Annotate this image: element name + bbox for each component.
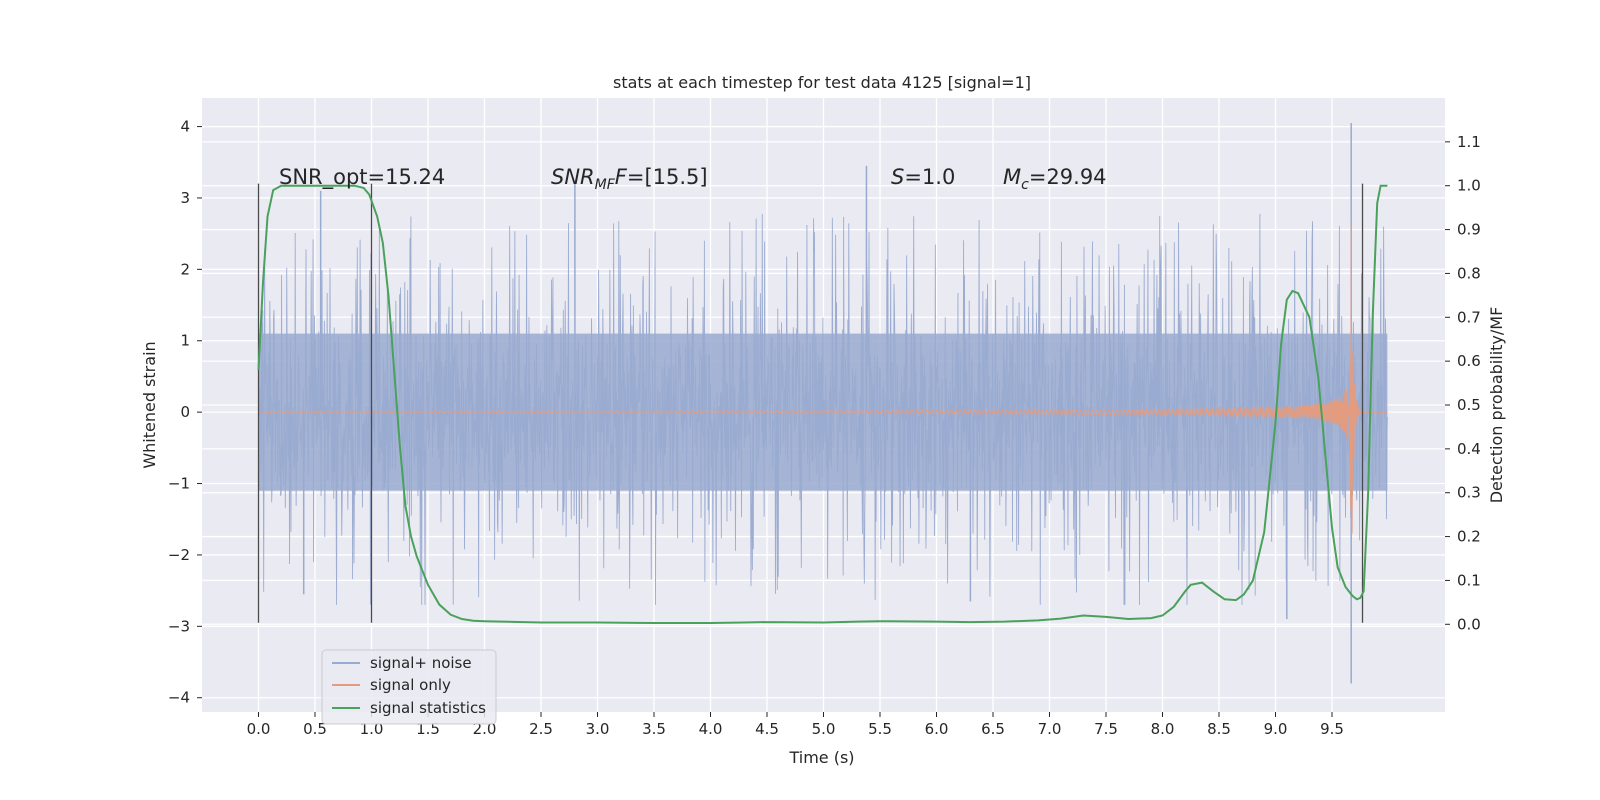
annotation-mc-sub: c bbox=[1021, 177, 1029, 193]
legend-label-signal-noise: signal+ noise bbox=[370, 654, 472, 672]
x-axis-label: Time (s) bbox=[788, 748, 854, 767]
y2-axis-label: Detection probability/MF bbox=[1487, 307, 1506, 504]
x-tick-label: 4.0 bbox=[699, 720, 723, 738]
x-tick-label: 8.5 bbox=[1207, 720, 1231, 738]
annotation-mc-suffix: =29.94 bbox=[1029, 165, 1107, 189]
x-tick-label: 0.5 bbox=[303, 720, 327, 738]
x-tick-label: 5.5 bbox=[868, 720, 892, 738]
y2-tick-label: 0.7 bbox=[1457, 308, 1481, 326]
legend: signal+ noise signal only signal statist… bbox=[321, 649, 497, 725]
vertical-markers bbox=[257, 183, 1364, 623]
y2-tick-label: 0.2 bbox=[1457, 528, 1481, 546]
y2-tick-label: 0.3 bbox=[1457, 484, 1481, 502]
x-tick-label: 7.5 bbox=[1094, 720, 1118, 738]
annotation-mc-prefix: M bbox=[1003, 165, 1021, 189]
axis-ticks: 0.0 0.5 1.0 1.5 2.0 2.5 3.0 3.5 4.0 4.5 5.0 5.5 6.0 6… bbox=[168, 118, 1481, 738]
x-tick-label: 4.5 bbox=[755, 720, 779, 738]
y-tick-label: 3 bbox=[180, 189, 190, 207]
annotation-snr-mf-prefix: SNR bbox=[551, 165, 595, 189]
x-tick-label: 0.0 bbox=[247, 720, 271, 738]
chart-title: stats at each timestep for test data 412… bbox=[613, 73, 1031, 92]
x-tick-label: 2.5 bbox=[529, 720, 553, 738]
y2-tick-label: 0.5 bbox=[1457, 396, 1481, 414]
legend-label-signal-statistics: signal statistics bbox=[370, 699, 486, 717]
y-tick-label: −1 bbox=[168, 475, 190, 493]
statistics-line bbox=[257, 184, 1388, 624]
annotation-snr-mf-sub: MF bbox=[595, 177, 616, 193]
y-axis-label: Whitened strain bbox=[140, 341, 159, 468]
y-tick-label: 1 bbox=[180, 332, 190, 350]
y2-tick-label: 0.0 bbox=[1457, 615, 1481, 633]
x-tick-label: 3.0 bbox=[586, 720, 610, 738]
x-tick-label: 7.0 bbox=[1038, 720, 1062, 738]
x-tick-label: 3.5 bbox=[642, 720, 666, 738]
annotation-snr-mf-suffix: =[15.5] bbox=[627, 165, 708, 189]
y2-tick-label: 0.9 bbox=[1457, 221, 1481, 239]
y-tick-label: −2 bbox=[168, 546, 190, 564]
y-tick-label: −3 bbox=[168, 617, 190, 635]
y-tick-label: 4 bbox=[180, 118, 190, 136]
annotation-s: S=1.0 bbox=[891, 165, 955, 189]
x-tick-label: 9.0 bbox=[1264, 720, 1288, 738]
chirp-trace bbox=[258, 221, 1388, 534]
series-signal-statistics bbox=[257, 184, 1388, 624]
annotation-mc: Mc=29.94 bbox=[1003, 165, 1107, 193]
annotation-s-prefix: S bbox=[891, 165, 904, 189]
x-tick-label: 6.0 bbox=[925, 720, 949, 738]
y2-tick-label: 0.1 bbox=[1457, 571, 1481, 589]
legend-label-signal-only: signal only bbox=[370, 676, 451, 694]
annotation-snr-mf: SNRMFF=[15.5] bbox=[551, 165, 708, 193]
annotation-s-suffix: =1.0 bbox=[904, 165, 955, 189]
y-tick-label: 2 bbox=[180, 260, 190, 278]
x-tick-label: 5.0 bbox=[812, 720, 836, 738]
y2-tick-label: 0.8 bbox=[1457, 264, 1481, 282]
y2-tick-label: 1.0 bbox=[1457, 177, 1481, 195]
y2-tick-label: 1.1 bbox=[1457, 133, 1481, 151]
y2-tick-label: 0.4 bbox=[1457, 440, 1481, 458]
x-tick-label: 9.5 bbox=[1320, 720, 1344, 738]
y2-tick-label: 0.6 bbox=[1457, 352, 1481, 370]
x-tick-label: 8.0 bbox=[1151, 720, 1175, 738]
series-signal-only bbox=[258, 221, 1388, 534]
noise-trace bbox=[258, 213, 1388, 605]
annotation-snr-opt: SNR_opt=15.24 bbox=[279, 165, 445, 190]
legend-box bbox=[321, 649, 497, 725]
y-tick-label: −4 bbox=[168, 689, 190, 707]
x-tick-label: 6.5 bbox=[981, 720, 1005, 738]
annotation-snr-mf-letter-f: F bbox=[615, 165, 628, 189]
y-tick-label: 0 bbox=[180, 403, 190, 421]
